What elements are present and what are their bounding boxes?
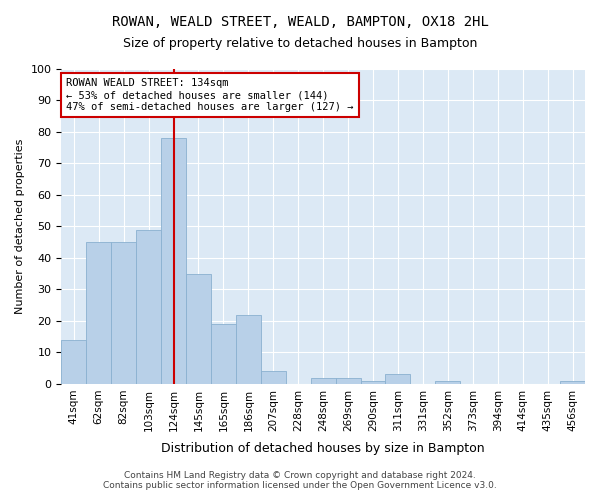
- Text: Size of property relative to detached houses in Bampton: Size of property relative to detached ho…: [123, 38, 477, 51]
- Bar: [111, 242, 136, 384]
- Bar: [211, 324, 236, 384]
- Text: Contains HM Land Registry data © Crown copyright and database right 2024.
Contai: Contains HM Land Registry data © Crown c…: [103, 470, 497, 490]
- Bar: [335, 378, 361, 384]
- Bar: [86, 242, 111, 384]
- Text: ROWAN, WEALD STREET, WEALD, BAMPTON, OX18 2HL: ROWAN, WEALD STREET, WEALD, BAMPTON, OX1…: [112, 15, 488, 29]
- Bar: [261, 372, 286, 384]
- Bar: [236, 314, 261, 384]
- Y-axis label: Number of detached properties: Number of detached properties: [15, 139, 25, 314]
- Bar: [361, 381, 385, 384]
- Bar: [161, 138, 186, 384]
- Bar: [136, 230, 161, 384]
- Bar: [560, 381, 585, 384]
- Bar: [385, 374, 410, 384]
- X-axis label: Distribution of detached houses by size in Bampton: Distribution of detached houses by size …: [161, 442, 485, 455]
- Bar: [436, 381, 460, 384]
- Bar: [311, 378, 335, 384]
- Bar: [186, 274, 211, 384]
- Bar: [61, 340, 86, 384]
- Text: ROWAN WEALD STREET: 134sqm
← 53% of detached houses are smaller (144)
47% of sem: ROWAN WEALD STREET: 134sqm ← 53% of deta…: [66, 78, 354, 112]
